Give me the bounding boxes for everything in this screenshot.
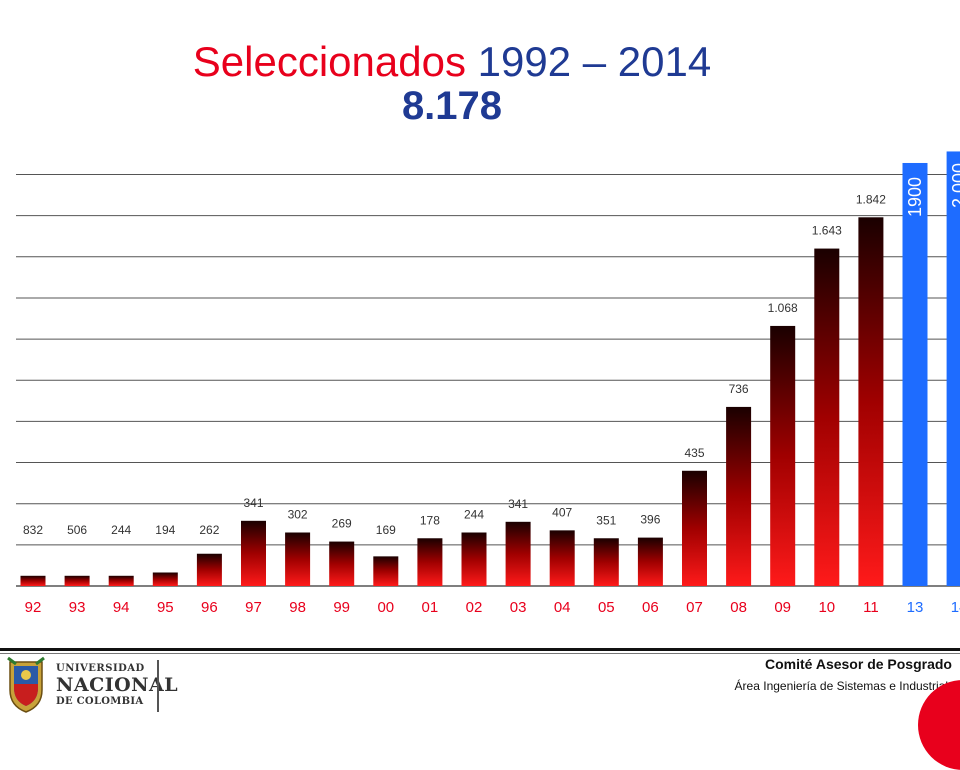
- footer-divider-thin: [0, 653, 960, 654]
- logo-line-3: DE COLOMBIA: [56, 697, 178, 707]
- x-tick-label: 14: [951, 599, 960, 616]
- area-name: Área Ingeniería de Sistemas e Industrial: [735, 679, 948, 693]
- bar-95: [153, 573, 178, 586]
- value-label: 302: [288, 508, 308, 522]
- bar-11: [858, 217, 883, 586]
- x-tick-label: 06: [642, 599, 659, 616]
- value-label: 178: [420, 513, 440, 527]
- bar-98: [285, 533, 310, 586]
- value-label: 244: [111, 523, 131, 537]
- x-tick-label: 08: [730, 599, 747, 616]
- value-label: 269: [332, 517, 352, 531]
- bar-94: [109, 576, 134, 586]
- value-label: 1900: [905, 177, 925, 217]
- value-label: 506: [67, 523, 87, 537]
- value-label: 396: [640, 513, 660, 527]
- university-crest-icon: [6, 656, 46, 714]
- x-tick-label: 03: [510, 599, 527, 616]
- bar-06: [638, 538, 663, 586]
- x-tick-label: 01: [422, 599, 439, 616]
- committee-name: Comité Asesor de Posgrado: [765, 656, 952, 672]
- bar-14: [947, 151, 960, 586]
- x-tick-label: 95: [157, 599, 174, 616]
- value-label: 351: [596, 513, 616, 527]
- value-label: 407: [552, 505, 572, 519]
- chart-title: Seleccionados 1992 – 2014: [0, 38, 904, 86]
- bar-05: [594, 538, 619, 586]
- value-label: 435: [684, 446, 704, 460]
- bar-02: [462, 533, 487, 586]
- bar-92: [21, 576, 46, 586]
- x-tick-label: 13: [907, 599, 924, 616]
- bar-03: [506, 522, 531, 586]
- logo-line-1: UNIVERSIDAD: [56, 664, 178, 674]
- value-label: 1.068: [768, 301, 798, 315]
- x-tick-label: 09: [774, 599, 791, 616]
- bar-10: [814, 249, 839, 586]
- value-label: 262: [199, 523, 219, 537]
- bar-13: [903, 163, 928, 586]
- value-label: 169: [376, 523, 396, 537]
- value-label: 194: [155, 523, 175, 537]
- bar-09: [770, 326, 795, 586]
- value-label: 341: [243, 496, 263, 510]
- bar-04: [550, 530, 575, 586]
- bar-93: [65, 576, 90, 586]
- bar-99: [329, 542, 354, 586]
- value-label: 1.643: [812, 224, 842, 238]
- bar-08: [726, 407, 751, 586]
- x-tick-labels: 92 93 94 95 96 97 98 99 00 01 02 03 04 05 06 07 08 09 10 11…: [25, 599, 960, 616]
- x-tick-label: 04: [554, 599, 571, 616]
- x-tick-label: 92: [25, 599, 42, 616]
- x-tick-label: 94: [113, 599, 130, 616]
- x-tick-label: 02: [466, 599, 483, 616]
- value-label: 2.000: [949, 163, 960, 208]
- bar-07: [682, 471, 707, 586]
- value-label: 736: [729, 382, 749, 396]
- value-label: 832: [23, 523, 43, 537]
- x-tick-label: 97: [245, 599, 262, 616]
- x-tick-label: 93: [69, 599, 86, 616]
- x-tick-label: 10: [818, 599, 835, 616]
- logo-line-2: NACIONAL: [56, 676, 178, 695]
- x-tick-label: 98: [289, 599, 306, 616]
- title-main: Seleccionados: [193, 38, 466, 85]
- total-selected: 8.178: [0, 82, 904, 130]
- university-logo: UNIVERSIDAD NACIONAL DE COLOMBIA: [56, 664, 178, 707]
- bars: [21, 151, 960, 586]
- title-years: 1992 – 2014: [478, 38, 712, 85]
- value-label: 341: [508, 497, 528, 511]
- bar-00: [373, 556, 398, 586]
- bar-97: [241, 521, 266, 586]
- bar-96: [197, 554, 222, 586]
- x-tick-label: 00: [377, 599, 394, 616]
- value-label: 1.842: [856, 192, 886, 206]
- x-tick-label: 99: [333, 599, 350, 616]
- value-label: 244: [464, 508, 484, 522]
- x-tick-label: 07: [686, 599, 703, 616]
- logo-divider: [157, 660, 159, 712]
- x-tick-label: 96: [201, 599, 218, 616]
- footer-divider: [0, 648, 960, 651]
- bar-01: [417, 538, 442, 586]
- x-tick-label: 11: [863, 599, 879, 616]
- x-tick-label: 05: [598, 599, 615, 616]
